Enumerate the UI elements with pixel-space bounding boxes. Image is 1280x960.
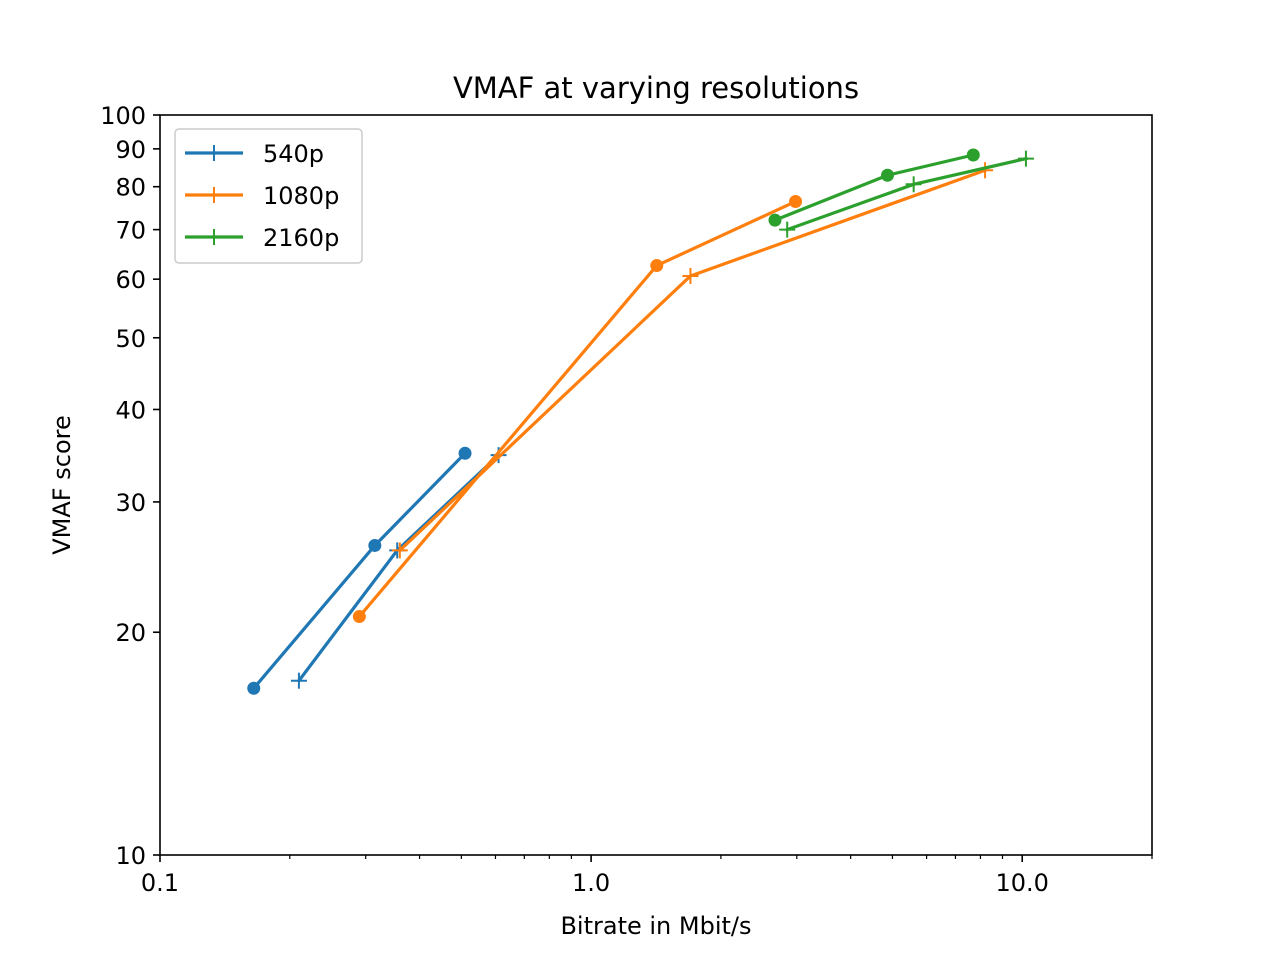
data-point-540p — [368, 538, 382, 552]
legend: 540p 1080p 2160p — [174, 128, 363, 264]
legend-label: 1080p — [263, 182, 339, 210]
legend-box — [174, 128, 363, 264]
legend-item-2160p: 2160p — [185, 224, 339, 252]
plot-frame — [159, 114, 1153, 856]
legend-item-540p: 540p — [185, 140, 324, 168]
chart-title: VMAF at varying resolutions — [453, 71, 859, 105]
y-tick-label: 100 — [100, 102, 146, 130]
x-tick-label: 0.1 — [141, 869, 179, 897]
data-point-1080p — [789, 195, 803, 209]
y-axis-label: VMAF score — [48, 415, 76, 554]
y-tick-label: 40 — [115, 396, 146, 424]
y-tick-label: 50 — [115, 325, 146, 353]
data-point-1080p — [682, 267, 699, 284]
data-point-2160p — [905, 176, 922, 193]
y-tick-label: 10 — [115, 842, 146, 870]
x-tick-label: 10.0 — [996, 869, 1049, 897]
data-point-540p — [247, 681, 261, 695]
legend-label: 2160p — [263, 224, 339, 252]
data-point-2160p — [966, 148, 980, 162]
data-point-540p — [458, 446, 472, 460]
data-point-1080p — [650, 259, 664, 273]
y-tick-label: 80 — [115, 174, 146, 202]
y-tick-label: 20 — [115, 619, 146, 647]
data-point-2160p — [779, 221, 796, 238]
data-point-1080p — [391, 542, 408, 559]
data-point-2160p — [768, 213, 782, 227]
legend-item-1080p: 1080p — [185, 182, 339, 210]
x-axis-label: Bitrate in Mbit/s — [560, 912, 751, 940]
data-point-2160p — [881, 168, 895, 182]
y-tick-label: 30 — [115, 489, 146, 517]
y-tick-label: 90 — [115, 136, 146, 164]
legend-label: 540p — [263, 140, 324, 168]
data-point-1080p — [352, 610, 366, 624]
axes: 0.1 1.0 10.0 10 20 30 40 50 60 70 80 90 100 — [100, 102, 1153, 897]
y-tick-label: 60 — [115, 266, 146, 294]
series-2160p — [768, 148, 1034, 238]
plot-area — [247, 148, 1034, 695]
series-1080p — [352, 162, 994, 624]
data-point-2160p — [1017, 150, 1034, 167]
data-point-540p — [290, 672, 307, 689]
y-tick-label: 70 — [115, 217, 146, 245]
x-tick-label: 1.0 — [572, 869, 610, 897]
